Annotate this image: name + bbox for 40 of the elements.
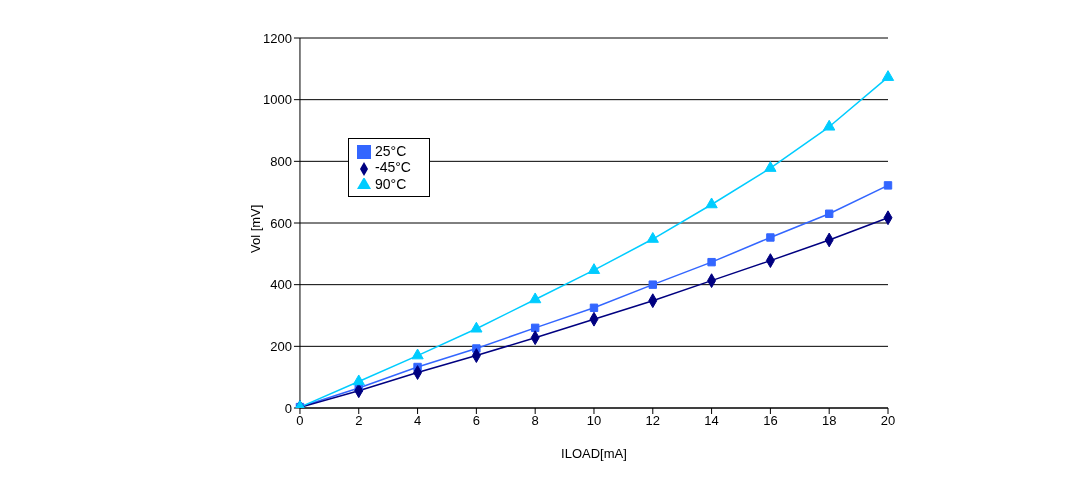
y-tick-label: 200 <box>270 338 292 354</box>
point <box>530 323 540 333</box>
point <box>881 70 895 81</box>
point <box>352 374 365 386</box>
point <box>824 209 834 218</box>
x-tick-label: 6 <box>472 413 480 429</box>
x-tick-label: 16 <box>763 413 778 429</box>
y-tick-label: 800 <box>270 153 292 169</box>
x-tick-label: 0 <box>296 413 304 429</box>
point <box>470 321 483 333</box>
point <box>705 197 718 209</box>
x-tick-label: 4 <box>413 413 422 429</box>
legend-label: 25°C <box>375 143 407 159</box>
y-tick-label: 400 <box>270 277 292 293</box>
point <box>707 257 716 267</box>
point <box>883 181 893 190</box>
x-tick-label: 20 <box>880 413 896 429</box>
y-axis-title: Vol [mV] <box>247 204 263 253</box>
point <box>411 348 424 360</box>
point <box>646 232 659 243</box>
x-tick-label: 8 <box>531 413 539 429</box>
point <box>764 161 777 172</box>
point <box>823 119 836 131</box>
x-tick-label: 14 <box>704 413 719 429</box>
y-tick-label: 1200 <box>263 30 292 46</box>
point <box>589 303 599 312</box>
legend-label: 90°C <box>375 175 407 192</box>
point <box>529 292 542 304</box>
x-axis-title: ILOAD[mA] <box>561 446 627 461</box>
x-tick-label: 10 <box>586 413 602 429</box>
legend-label: -45°C <box>375 159 411 176</box>
x-tick-label: 2 <box>355 413 363 429</box>
point <box>648 280 657 289</box>
x-tick-label: 12 <box>645 413 661 429</box>
point <box>766 233 775 242</box>
y-tick-label: 600 <box>270 215 292 231</box>
point <box>587 263 601 274</box>
y-tick-label: 0 <box>284 400 292 416</box>
x-tick-label: 18 <box>821 413 837 429</box>
y-tick-label: 1000 <box>263 92 292 108</box>
